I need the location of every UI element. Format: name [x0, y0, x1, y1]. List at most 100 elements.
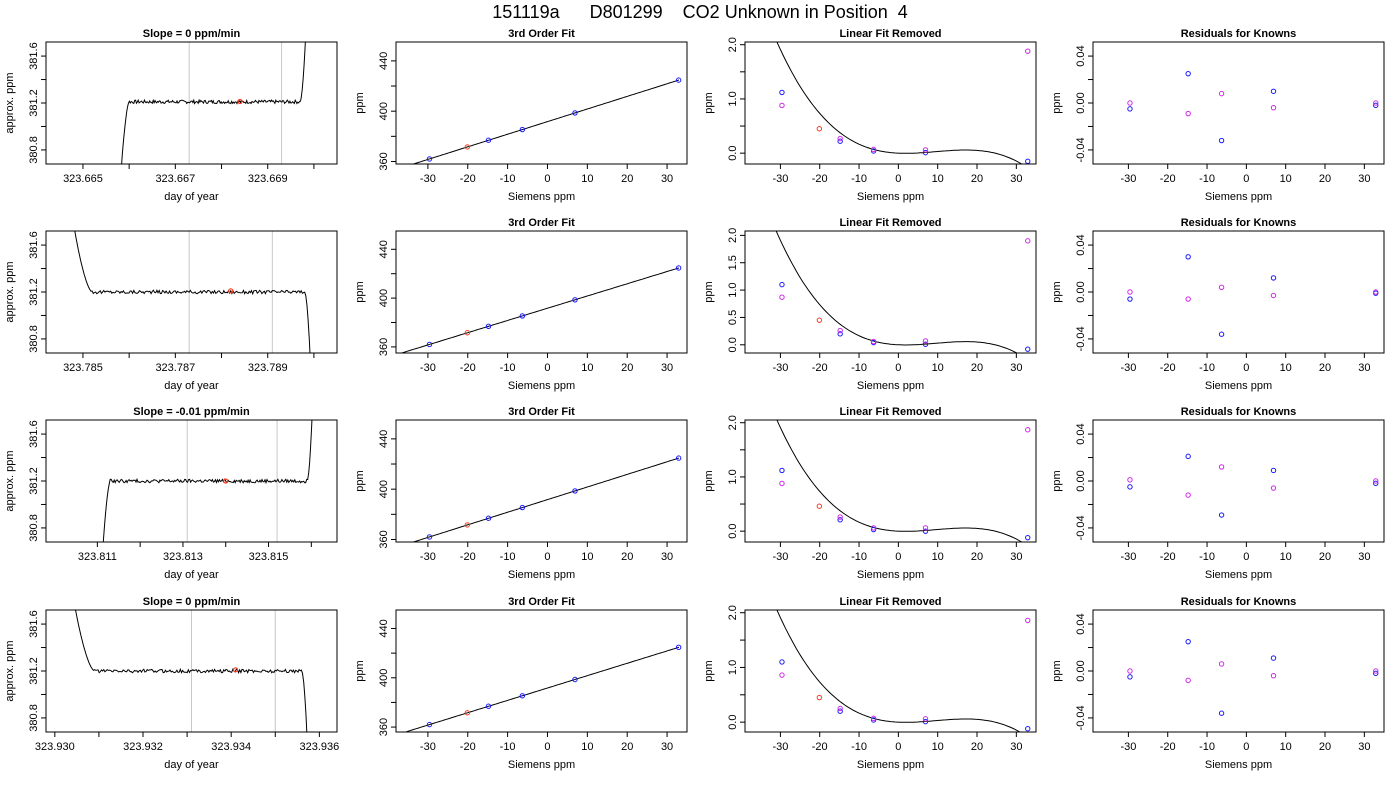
- x-tick-label: -10: [851, 362, 867, 374]
- plot-area: [403, 644, 682, 732]
- known-point: [675, 644, 682, 651]
- plot-area: [121, 42, 306, 164]
- y-tick-label: -0.04: [1075, 705, 1087, 730]
- x-tick-label: -10: [1199, 741, 1215, 753]
- y-tick-label: 440: [378, 430, 390, 448]
- x-tick-label: 323.936: [299, 741, 339, 753]
- highlight-point: [816, 694, 823, 701]
- unknown-point: [1025, 617, 1031, 624]
- y-tick-label: 2.0: [727, 415, 739, 430]
- x-tick-label: 0: [544, 551, 550, 563]
- panel-r3-c0: Slope = 0 ppm/min day of year approx. ppm 3…: [4, 596, 339, 771]
- unknown-point: [1127, 477, 1133, 483]
- x-axis-label: Siemens ppm: [508, 380, 575, 392]
- x-tick-label: -30: [1120, 741, 1136, 753]
- x-tick-label: -20: [1160, 741, 1176, 753]
- plot-area: [1127, 254, 1379, 337]
- y-tick-label: -0.04: [1075, 137, 1087, 162]
- plot-frame: [744, 419, 1037, 543]
- panel-title: Slope = -0.01 ppm/min: [133, 406, 250, 418]
- highlight-point: [464, 522, 471, 528]
- x-tick-label: -30: [1120, 362, 1136, 374]
- known-point: [675, 265, 682, 271]
- unknown-point: [1373, 100, 1379, 106]
- x-axis-label: Siemens ppm: [1205, 191, 1272, 203]
- known-point: [1127, 674, 1133, 680]
- plot-frame: [395, 41, 688, 165]
- y-tick-label: 0.00: [1075, 92, 1087, 113]
- x-tick-label: 20: [621, 741, 633, 753]
- unknown-point: [922, 147, 929, 153]
- x-tick-label: 30: [661, 741, 673, 753]
- fit-curve: [775, 231, 1018, 353]
- known-point: [485, 323, 492, 329]
- x-axis-label: day of year: [164, 380, 219, 392]
- plot-area: [74, 610, 308, 732]
- panel-r2-c2: Linear Fit Removed Siemens ppm ppm -30 -20 -1…: [703, 406, 1037, 581]
- panel-r2-c1: 3rd Order Fit Siemens ppm ppm -30 -20 -10 0 10 2…: [354, 406, 688, 581]
- panel-title: Linear Fit Removed: [839, 406, 941, 418]
- x-tick-label: 323.789: [248, 362, 288, 374]
- plot-area: [1127, 453, 1379, 518]
- y-tick-label: 400: [378, 480, 390, 498]
- unknown-point: [1185, 492, 1191, 498]
- known-point: [426, 534, 433, 540]
- known-point: [870, 526, 877, 533]
- highlight-point: [464, 330, 471, 336]
- y-axis-label: approx. ppm: [4, 72, 16, 133]
- x-tick-label: -20: [1160, 362, 1176, 374]
- x-axis-label: Siemens ppm: [1205, 569, 1272, 581]
- x-tick-label: 323.665: [63, 173, 103, 185]
- known-point: [1025, 726, 1031, 732]
- x-tick-label: 20: [971, 741, 983, 753]
- x-axis-label: Siemens ppm: [508, 191, 575, 203]
- panel-title: 3rd Order Fit: [508, 406, 575, 418]
- unknown-point: [1127, 100, 1133, 106]
- x-tick-label: 0: [544, 741, 550, 753]
- panel-title: 3rd Order Fit: [508, 28, 575, 40]
- plot-area: [411, 77, 682, 164]
- panel-r1-c3: Residuals for Knowns Siemens ppm ppm -30 -20…: [1051, 217, 1385, 392]
- y-tick-label: 360: [378, 338, 390, 356]
- plot-area: [776, 610, 1031, 732]
- x-axis-label: Siemens ppm: [1205, 759, 1272, 771]
- unknown-point: [1270, 672, 1277, 679]
- x-axis-label: day of year: [164, 191, 219, 203]
- unknown-point: [870, 338, 877, 345]
- known-point: [922, 341, 929, 347]
- known-point: [1218, 137, 1225, 144]
- unknown-point: [1270, 292, 1277, 299]
- y-tick-label: 360: [378, 718, 390, 736]
- known-point: [572, 676, 578, 683]
- panel-title: Residuals for Knowns: [1181, 596, 1297, 608]
- known-point: [1218, 512, 1225, 518]
- x-axis-label: Siemens ppm: [1205, 380, 1272, 392]
- plot-area: [399, 265, 682, 353]
- x-tick-label: -30: [420, 173, 436, 185]
- plot-frame: [45, 230, 338, 354]
- known-point: [1025, 346, 1031, 352]
- x-tick-label: -10: [851, 741, 867, 753]
- x-tick-label: -10: [851, 551, 867, 563]
- x-tick-label: 323.785: [63, 362, 103, 374]
- panel-title: Residuals for Knowns: [1181, 28, 1297, 40]
- known-point: [519, 693, 526, 699]
- panel-r3-c3: Residuals for Knowns Siemens ppm ppm -30 -20…: [1051, 596, 1385, 771]
- y-tick-label: 2.0: [727, 228, 739, 243]
- x-axis-label: day of year: [164, 569, 219, 581]
- x-tick-label: -30: [772, 551, 788, 563]
- panel-r3-c1: 3rd Order Fit Siemens ppm ppm -30 -20 -10 0 10 2…: [354, 596, 688, 771]
- plot-area: [1127, 638, 1379, 716]
- unknown-point: [1127, 289, 1133, 295]
- x-tick-label: 30: [1010, 551, 1022, 563]
- x-tick-label: -30: [772, 173, 788, 185]
- known-point: [519, 313, 526, 319]
- y-tick-label: -0.04: [1075, 515, 1087, 540]
- unknown-point: [1218, 661, 1225, 667]
- unknown-point: [1270, 104, 1277, 111]
- x-tick-label: 323.811: [78, 551, 117, 563]
- x-tick-label: -20: [812, 551, 828, 563]
- y-tick-label: 360: [378, 152, 390, 170]
- unknown-point: [1373, 289, 1379, 295]
- plot-frame: [395, 230, 688, 354]
